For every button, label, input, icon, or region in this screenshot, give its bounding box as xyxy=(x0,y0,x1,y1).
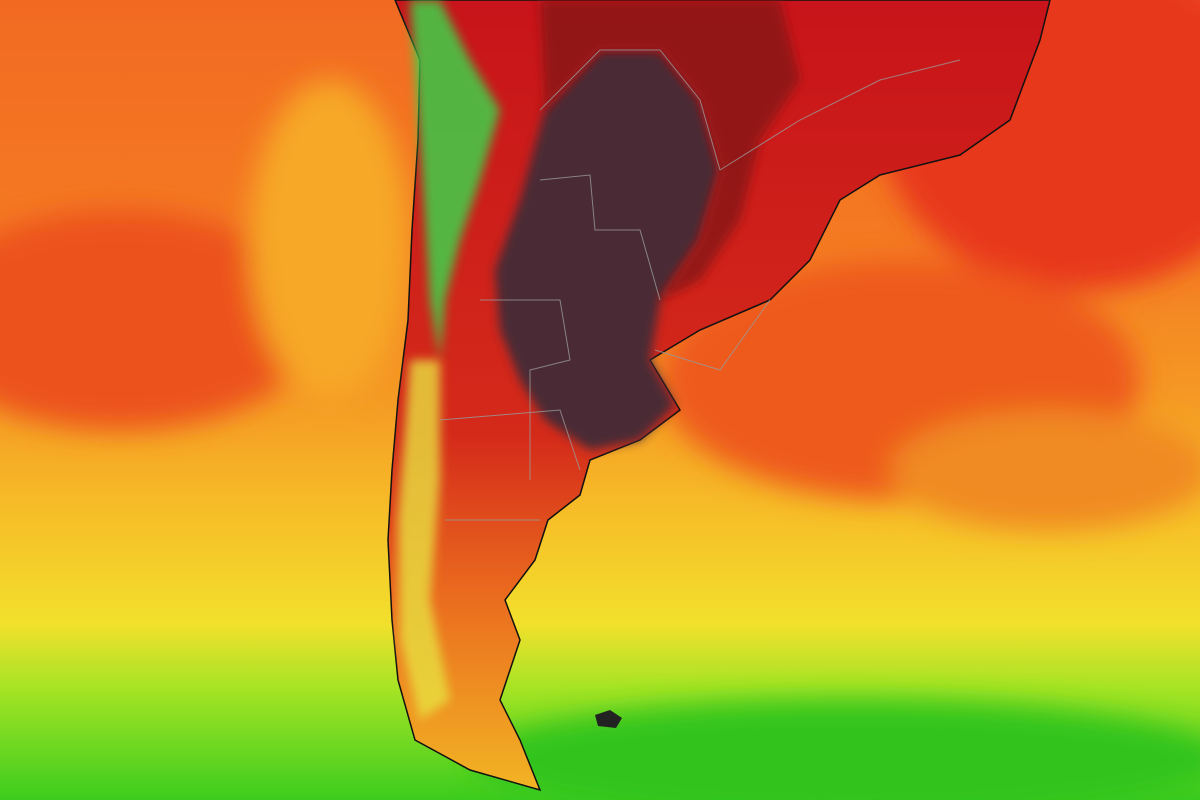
border xyxy=(439,409,581,471)
andes xyxy=(410,0,500,360)
borders xyxy=(439,49,961,521)
border xyxy=(719,59,961,171)
warm-patch xyxy=(890,410,1200,530)
warm-patch xyxy=(0,210,320,430)
hot-core xyxy=(495,50,720,450)
border xyxy=(539,49,721,171)
islands xyxy=(595,710,622,728)
border xyxy=(654,299,771,371)
cold-patch xyxy=(470,700,1200,800)
border xyxy=(480,299,571,480)
andes-south xyxy=(398,360,450,720)
cool-patch xyxy=(250,80,410,400)
warm-core xyxy=(540,0,800,300)
border xyxy=(539,174,661,301)
